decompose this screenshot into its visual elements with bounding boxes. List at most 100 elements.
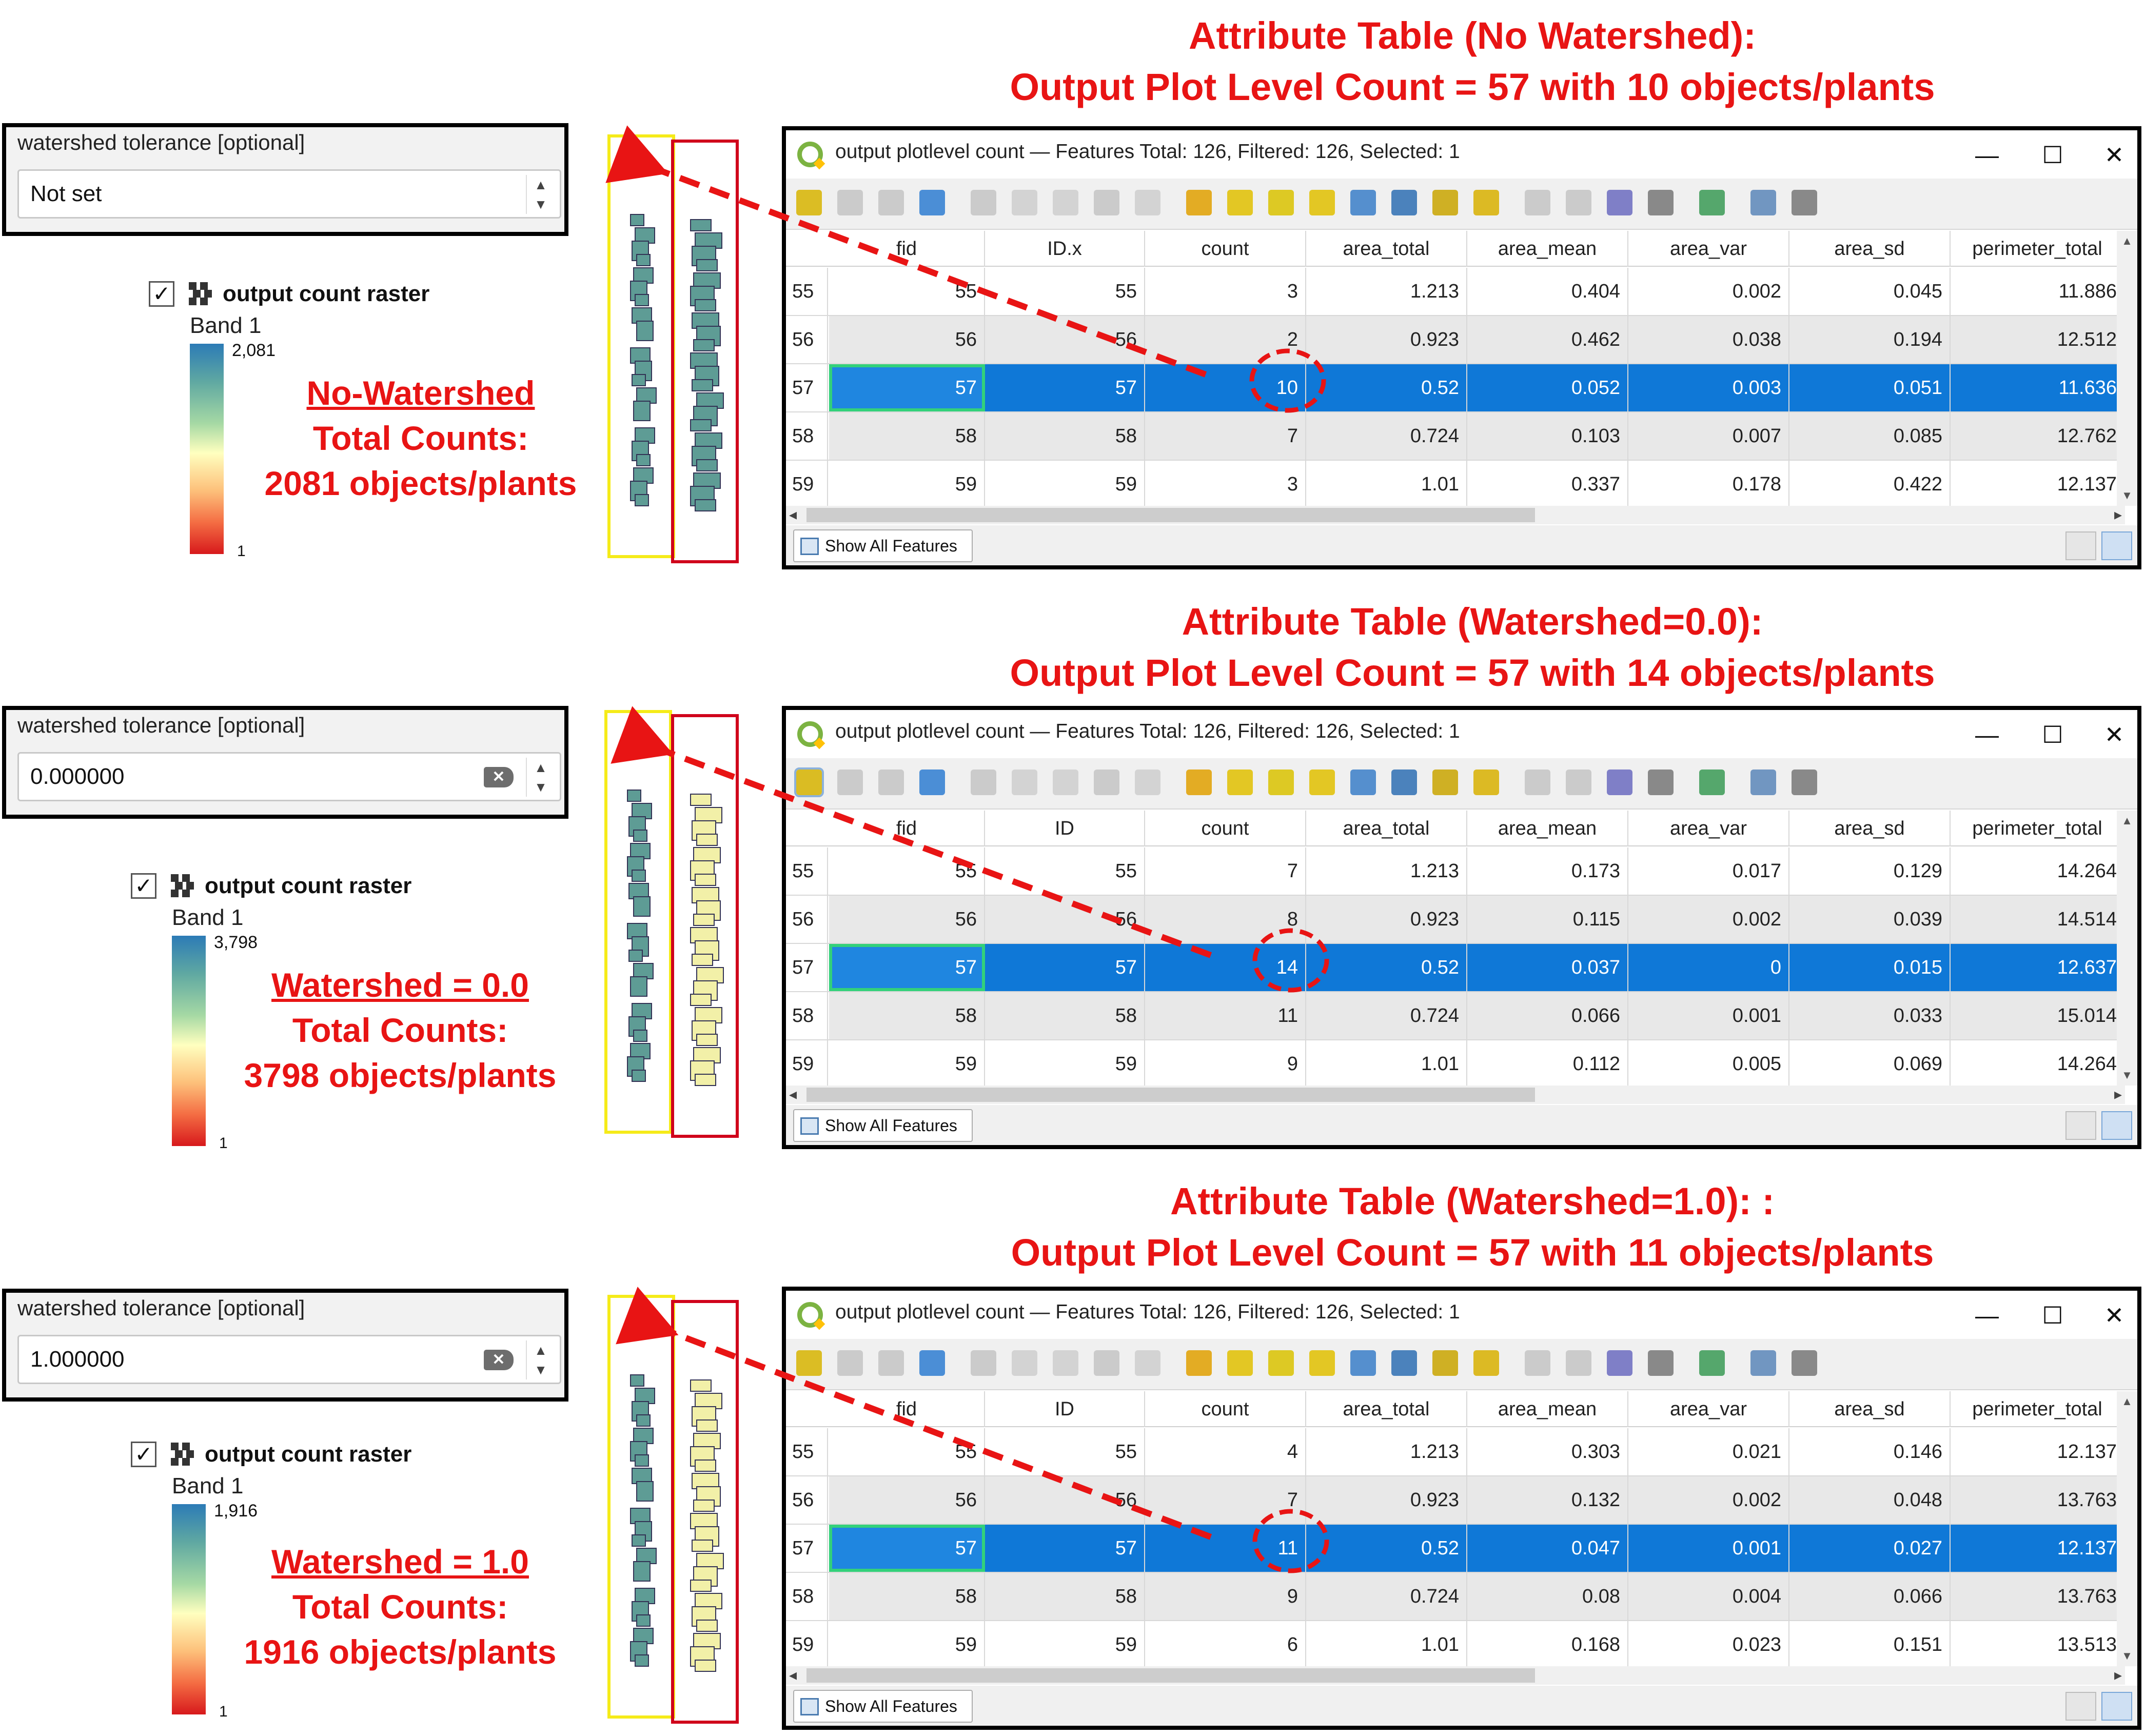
table-row[interactable]: 59 59 59 3 1.01 0.337 0.178 0.422 12.137 <box>786 461 2125 509</box>
table-cell[interactable]: 59 <box>829 1040 985 1088</box>
column-header-area_total[interactable]: area_total <box>1306 811 1467 846</box>
column-header-idx[interactable]: ID.x <box>985 231 1145 267</box>
table-cell[interactable]: 0.129 <box>1789 847 1951 895</box>
row-header[interactable]: 57 <box>786 364 828 411</box>
move-selection-top-icon[interactable] <box>1391 190 1417 215</box>
table-cell[interactable]: 0 <box>1628 944 1789 991</box>
column-header-perimeter_total[interactable]: perimeter_total <box>1951 1391 2125 1427</box>
table-cell[interactable]: 0.015 <box>1789 944 1951 991</box>
table-row[interactable]: 55 55 55 4 1.213 0.303 0.021 0.146 12.137 <box>786 1428 2125 1476</box>
tolerance-input[interactable]: 1.000000 ✕ ▲ ▼ <box>17 1335 561 1384</box>
scroll-down-icon[interactable]: ▼ <box>2121 1069 2133 1081</box>
filter-icon[interactable] <box>1350 770 1376 795</box>
toggle-editing-icon[interactable] <box>796 190 822 215</box>
table-cell[interactable]: 0.08 <box>1467 1573 1628 1620</box>
delete-feature-icon[interactable] <box>1012 770 1037 795</box>
scrollbar-thumb[interactable] <box>806 1088 1535 1102</box>
scrollbar-thumb[interactable] <box>806 1668 1535 1683</box>
multi-edit-icon[interactable] <box>837 770 863 795</box>
table-cell[interactable]: 56 <box>829 1476 985 1524</box>
table-settings-icon[interactable] <box>1792 190 1817 215</box>
table-cell[interactable]: 0.724 <box>1306 412 1467 460</box>
table-cell[interactable]: 0.151 <box>1789 1621 1951 1668</box>
pan-to-selection-icon[interactable] <box>1432 1350 1458 1376</box>
table-cell[interactable]: 0.462 <box>1467 316 1628 363</box>
row-header[interactable]: 58 <box>786 412 828 460</box>
table-cell[interactable]: 0.923 <box>1306 896 1467 943</box>
delete-field-icon[interactable] <box>1566 770 1591 795</box>
table-cell[interactable]: 0.194 <box>1789 316 1951 363</box>
table-cell[interactable]: 0.039 <box>1789 896 1951 943</box>
form-view-button[interactable] <box>2065 1692 2096 1721</box>
zoom-to-selection-icon[interactable] <box>1473 1350 1499 1376</box>
table-cell[interactable]: 8 <box>1145 896 1306 943</box>
table-cell[interactable]: 0.173 <box>1467 847 1628 895</box>
row-header[interactable]: 55 <box>786 268 828 315</box>
table-cell[interactable]: 0.52 <box>1306 1525 1467 1572</box>
scroll-right-icon[interactable]: ▸ <box>2114 1667 2122 1684</box>
table-cell[interactable]: 10 <box>1145 364 1306 411</box>
table-cell[interactable]: 12.137 <box>1951 461 2125 508</box>
table-cell[interactable]: 55 <box>985 847 1145 895</box>
table-view-button[interactable] <box>2101 531 2132 560</box>
scroll-down-icon[interactable]: ▼ <box>2121 1649 2133 1662</box>
filter-icon[interactable] <box>1350 1350 1376 1376</box>
copy-icon[interactable] <box>1094 770 1119 795</box>
zoom-to-selection-icon[interactable] <box>1473 770 1499 795</box>
table-cell[interactable]: 0.045 <box>1789 268 1951 315</box>
table-cell[interactable]: 0.052 <box>1467 364 1628 411</box>
table-cell[interactable]: 57 <box>829 1525 985 1572</box>
add-feature-icon[interactable] <box>971 1350 996 1376</box>
table-cell[interactable]: 57 <box>985 1525 1145 1572</box>
actions-icon[interactable] <box>1699 1350 1725 1376</box>
maximize-button[interactable]: ☐ <box>2042 721 2063 748</box>
clear-icon[interactable]: ✕ <box>484 1350 514 1370</box>
table-cell[interactable]: 13.513 <box>1951 1621 2125 1668</box>
show-all-features-button[interactable]: Show All Features <box>793 1690 973 1723</box>
dock-icon[interactable] <box>1750 190 1776 215</box>
table-cell[interactable]: 0.021 <box>1628 1428 1789 1475</box>
table-cell[interactable]: 55 <box>829 268 985 315</box>
table-cell[interactable]: 7 <box>1145 412 1306 460</box>
table-cell[interactable]: 14 <box>1145 944 1306 991</box>
delete-field-icon[interactable] <box>1566 1350 1591 1376</box>
table-cell[interactable]: 0.001 <box>1628 992 1789 1039</box>
expression-select-icon[interactable] <box>1186 770 1212 795</box>
table-cell[interactable]: 56 <box>985 316 1145 363</box>
reload-icon[interactable] <box>919 1350 945 1376</box>
deselect-icon[interactable] <box>1309 1350 1335 1376</box>
form-view-button[interactable] <box>2065 1111 2096 1140</box>
table-row[interactable]: 56 56 56 2 0.923 0.462 0.038 0.194 12.512 <box>786 316 2125 364</box>
layer-visibility-checkbox[interactable]: ✓ <box>131 873 156 899</box>
column-header-count[interactable]: count <box>1145 1391 1306 1427</box>
scroll-up-icon[interactable]: ▲ <box>2121 1395 2133 1408</box>
table-cell[interactable]: 11.886 <box>1951 268 2125 315</box>
table-cell[interactable]: 12.762 <box>1951 412 2125 460</box>
scroll-left-icon[interactable]: ◂ <box>789 1667 797 1684</box>
delete-feature-icon[interactable] <box>1012 1350 1037 1376</box>
table-cell[interactable]: 55 <box>829 1428 985 1475</box>
conditional-format-icon[interactable] <box>1648 1350 1674 1376</box>
field-calculator-icon[interactable] <box>1607 770 1632 795</box>
table-cell[interactable]: 12.137 <box>1951 1525 2125 1572</box>
table-settings-icon[interactable] <box>1792 770 1817 795</box>
spinbox-stepper[interactable]: ▲ ▼ <box>526 1340 555 1379</box>
column-header-count[interactable]: count <box>1145 811 1306 846</box>
table-cell[interactable]: 12.137 <box>1951 1428 2125 1475</box>
table-cell[interactable]: 0.724 <box>1306 1573 1467 1620</box>
new-field-icon[interactable] <box>1525 190 1550 215</box>
column-header-area_total[interactable]: area_total <box>1306 231 1467 267</box>
table-cell[interactable]: 55 <box>985 1428 1145 1475</box>
table-cell[interactable]: 59 <box>829 461 985 508</box>
column-header-fid[interactable]: fid <box>829 231 985 267</box>
table-cell[interactable]: 0.066 <box>1789 1573 1951 1620</box>
table-cell[interactable]: 58 <box>985 1573 1145 1620</box>
column-header-perimeter_total[interactable]: perimeter_total <box>1951 231 2125 267</box>
save-edits-icon[interactable] <box>878 190 904 215</box>
column-header-area_var[interactable]: area_var <box>1628 1391 1789 1427</box>
cut-icon[interactable] <box>1053 770 1078 795</box>
scroll-up-icon[interactable]: ▲ <box>2121 814 2133 827</box>
table-cell[interactable]: 15.014 <box>1951 992 2125 1039</box>
table-cell[interactable]: 0.168 <box>1467 1621 1628 1668</box>
table-cell[interactable]: 59 <box>985 461 1145 508</box>
